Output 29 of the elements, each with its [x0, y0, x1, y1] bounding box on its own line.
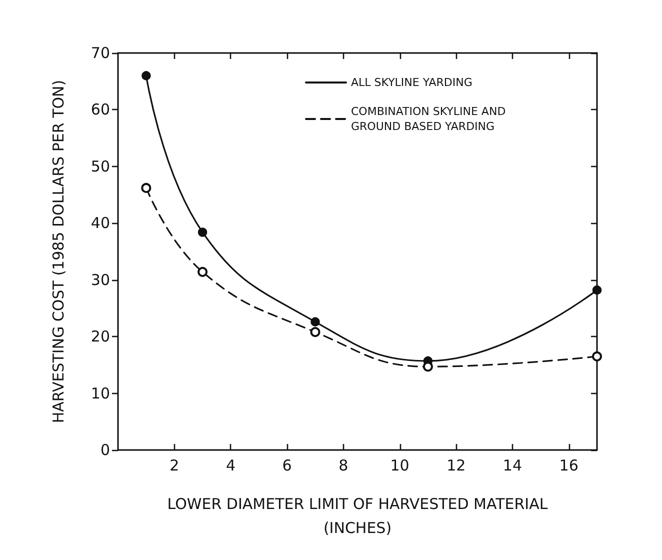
x-tick-label: 16 — [559, 456, 578, 474]
point — [142, 71, 151, 80]
x-tick-label: 8 — [338, 456, 348, 474]
point — [310, 327, 320, 338]
x-tick-label: 14 — [502, 456, 522, 474]
y-tick-label: 60 — [90, 100, 110, 119]
point — [592, 351, 602, 362]
y-tick-label: 70 — [90, 44, 110, 62]
y-tick-label: 20 — [90, 328, 110, 346]
y-tick-label: 10 — [90, 384, 110, 402]
x-tick-label: 12 — [446, 456, 466, 474]
point — [422, 362, 433, 372]
y-tick-label: 0 — [100, 441, 110, 459]
x-tick-label: 4 — [226, 456, 236, 474]
y-tick-label: 40 — [90, 214, 110, 232]
y-axis-title: HARVESTING COST (1985 DOLLARS PER TON) — [50, 80, 68, 424]
x-tick-label: 6 — [282, 456, 292, 474]
x-tick-label: 10 — [390, 456, 410, 474]
legend-label: COMBINATION SKYLINE AND GROUND BASED YARDING — [351, 105, 510, 133]
point — [198, 266, 208, 277]
point — [141, 182, 152, 193]
point — [198, 228, 208, 237]
point — [592, 285, 602, 295]
point — [310, 317, 320, 326]
x-axis-title: LOWER DIAMETER LIMIT OF HARVESTED MATERIAL (INCHES) — [167, 495, 548, 537]
y-tick-label: 30 — [90, 270, 110, 289]
y-tick-label: 50 — [90, 157, 110, 176]
legend-label: ALL SKYLINE YARDING — [351, 76, 472, 89]
x-tick-label: 2 — [170, 456, 180, 474]
